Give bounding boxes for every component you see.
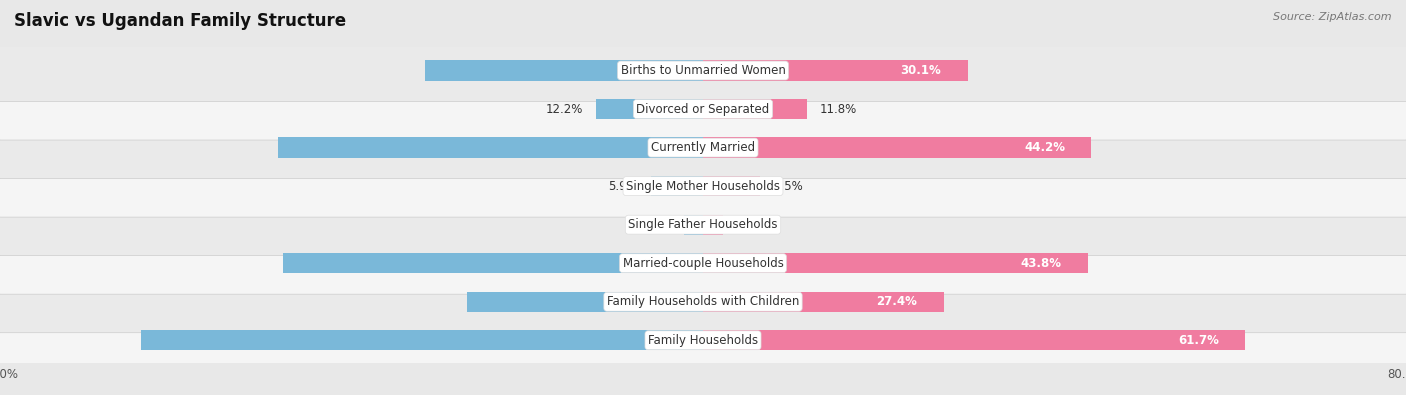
Text: 11.8%: 11.8%: [820, 103, 858, 116]
Bar: [703, 60, 967, 81]
Bar: [651, 176, 703, 196]
FancyBboxPatch shape: [0, 40, 1406, 102]
Text: 27.4%: 27.4%: [876, 295, 917, 308]
Text: Single Father Households: Single Father Households: [628, 218, 778, 231]
FancyBboxPatch shape: [0, 117, 1406, 179]
Bar: [425, 60, 703, 81]
Bar: [596, 99, 703, 119]
Text: 30.1%: 30.1%: [900, 64, 941, 77]
Text: 6.5%: 6.5%: [773, 180, 803, 193]
Bar: [683, 214, 703, 235]
Text: 2.3%: 2.3%: [737, 218, 766, 231]
Text: Divorced or Separated: Divorced or Separated: [637, 103, 769, 116]
Bar: [703, 176, 761, 196]
Text: 47.8%: 47.8%: [676, 257, 717, 270]
Text: 48.4%: 48.4%: [676, 141, 717, 154]
Text: 31.6%: 31.6%: [676, 64, 717, 77]
FancyBboxPatch shape: [0, 271, 1406, 333]
Text: 2.2%: 2.2%: [641, 218, 671, 231]
Text: Currently Married: Currently Married: [651, 141, 755, 154]
FancyBboxPatch shape: [0, 155, 1406, 217]
Bar: [703, 253, 1088, 273]
Text: 64.0%: 64.0%: [676, 334, 717, 347]
Bar: [703, 99, 807, 119]
Text: Source: ZipAtlas.com: Source: ZipAtlas.com: [1274, 12, 1392, 22]
Text: Married-couple Households: Married-couple Households: [623, 257, 783, 270]
Bar: [703, 330, 1246, 350]
Text: Slavic vs Ugandan Family Structure: Slavic vs Ugandan Family Structure: [14, 12, 346, 30]
Text: 61.7%: 61.7%: [1178, 334, 1219, 347]
Bar: [283, 253, 703, 273]
Text: 12.2%: 12.2%: [546, 103, 582, 116]
Bar: [703, 214, 723, 235]
Bar: [703, 137, 1091, 158]
Bar: [467, 292, 703, 312]
Text: 43.8%: 43.8%: [1021, 257, 1062, 270]
Bar: [278, 137, 703, 158]
Text: 26.8%: 26.8%: [676, 295, 717, 308]
FancyBboxPatch shape: [0, 78, 1406, 140]
FancyBboxPatch shape: [0, 194, 1406, 256]
Text: Single Mother Households: Single Mother Households: [626, 180, 780, 193]
Text: Family Households: Family Households: [648, 334, 758, 347]
Text: 5.9%: 5.9%: [609, 180, 638, 193]
Text: Family Households with Children: Family Households with Children: [607, 295, 799, 308]
Bar: [141, 330, 703, 350]
Bar: [703, 292, 943, 312]
FancyBboxPatch shape: [0, 309, 1406, 371]
Text: 44.2%: 44.2%: [1024, 141, 1066, 154]
FancyBboxPatch shape: [0, 232, 1406, 294]
Text: Births to Unmarried Women: Births to Unmarried Women: [620, 64, 786, 77]
